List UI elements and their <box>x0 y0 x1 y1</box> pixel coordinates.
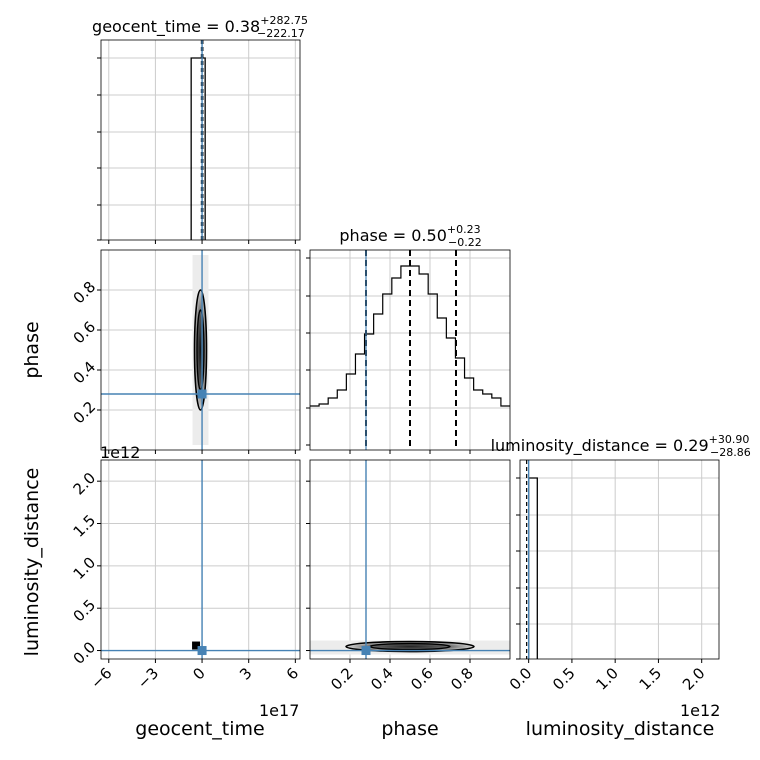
hist-bar <box>528 477 538 659</box>
panel-luminosity-distance-vs-phase <box>306 459 511 663</box>
tick-label-luminosity-distance: 2.0 <box>679 664 709 694</box>
tick-label-luminosity-distance: 0.5 <box>549 664 579 694</box>
panel-phase-vs-geocent-time <box>97 249 301 454</box>
panel-frame <box>100 249 301 451</box>
contour-outer <box>193 289 208 411</box>
tick-label-luminosity-distance-y: 1.0 <box>70 554 100 584</box>
ylabel-luminosity-distance: luminosity_distance <box>21 468 43 657</box>
tick-label-luminosity-distance-y: 1.5 <box>70 511 100 541</box>
tick-label-luminosity-distance: 0.0 <box>506 664 536 694</box>
title-geocent-time-lower: −222.17 <box>257 27 305 40</box>
tick-label-phase-y: 0.2 <box>70 398 100 428</box>
panel-geocent-time-hist <box>97 39 301 244</box>
tick-label-phase: 0.4 <box>367 664 397 694</box>
density-point <box>192 641 201 650</box>
panel-frame <box>309 249 511 451</box>
tick-label-luminosity-distance-y: 0.0 <box>70 638 100 668</box>
offset-label-ld-y: 1e12 <box>100 443 140 462</box>
tick-label-geocent-time: −3 <box>134 664 162 692</box>
tick-label-geocent-time: −6 <box>87 664 115 692</box>
panel-luminosity-distance-vs-geocent-time <box>97 459 301 663</box>
tick-label-phase: 0.6 <box>407 664 437 694</box>
tick-label-luminosity-distance: 1.0 <box>592 664 622 694</box>
truth-marker <box>361 646 371 656</box>
title-luminosity-distance-lower: −28.86 <box>710 446 751 459</box>
xlabel-luminosity-distance: luminosity_distance <box>526 718 715 740</box>
panel-luminosity-distance-hist <box>516 459 720 663</box>
contour-outer <box>345 640 475 653</box>
tick-label-phase: 0.2 <box>327 664 357 694</box>
hist-bar <box>190 57 206 240</box>
title-phase: phase = 0.50+0.23 <box>339 223 480 245</box>
tick-label-phase-y: 0.4 <box>70 358 100 388</box>
tick-label-geocent-time: 3 <box>236 664 255 683</box>
panel-phase-hist <box>306 249 511 454</box>
xlabel-geocent-time: geocent_time <box>135 718 264 740</box>
panel-frame <box>100 39 301 241</box>
panel-frame <box>309 459 511 660</box>
panel-frame <box>519 459 720 660</box>
truth-marker <box>197 646 207 656</box>
tick-label-phase: 0.8 <box>447 664 477 694</box>
tick-label-luminosity-distance-y: 0.5 <box>70 596 100 626</box>
xlabel-phase: phase <box>381 718 438 740</box>
tick-label-luminosity-distance-y: 2.0 <box>70 469 100 499</box>
panel-frame <box>100 459 301 660</box>
title-geocent-time: geocent_time = 0.38+282.75 <box>92 14 308 37</box>
tick-labels: −6 −3 0 3 6 0.2 0.4 0.6 0.8 0.0 0.5 1.0 1.5 2.0 0.2 0.4… <box>70 278 709 694</box>
truth-marker <box>197 389 207 399</box>
offset-label-geocent-x: 1e17 <box>259 701 299 720</box>
tick-label-geocent-time: 6 <box>283 664 302 683</box>
tick-label-geocent-time: 0 <box>189 664 208 683</box>
title-luminosity-distance: luminosity_distance = 0.29+30.90 <box>491 433 750 456</box>
ylabel-phase: phase <box>21 321 43 378</box>
offset-label-ld-x: 1e12 <box>680 701 720 720</box>
title-phase-lower: −0.22 <box>448 236 482 249</box>
tick-label-luminosity-distance: 1.5 <box>636 664 666 694</box>
tick-label-phase-y: 0.6 <box>70 318 100 348</box>
tick-label-phase-y: 0.8 <box>70 278 100 308</box>
